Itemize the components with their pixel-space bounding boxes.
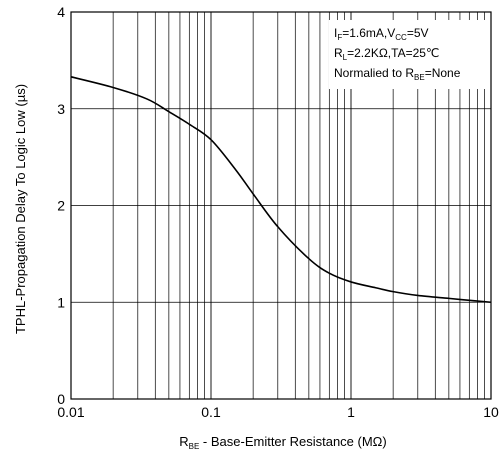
x-tick-label: 10 (483, 404, 499, 420)
y-tick-label: 3 (57, 101, 65, 117)
y-tick-label: 2 (57, 198, 65, 214)
y-tick-label: 4 (57, 4, 65, 20)
condition-line-1: IF=1.6mA,VCC=5V (334, 26, 429, 42)
legend-box: IF=1.6mA,VCC=5V RL=2.2KΩ,TA=25℃ Normalie… (329, 20, 487, 89)
x-tick-label: 0.1 (201, 404, 221, 420)
x-tick-label: 1 (347, 404, 355, 420)
series-line-group (70, 76, 492, 304)
x-tick-label: 0.01 (57, 404, 84, 420)
condition-line-3: Normalied to RBE=None (334, 66, 461, 82)
plot-frame (70, 11, 492, 400)
y-tick-label: 0 (57, 391, 65, 407)
tick-labels: 0.01 0.1 1 10 0 1 2 3 4 (57, 4, 499, 420)
condition-line-2: RL=2.2KΩ,TA=25℃ (334, 46, 439, 62)
x-axis-label: RBE - Base-Emitter Resistance (MΩ) (179, 434, 386, 451)
y-axis-label: TPHL-Propagation Delay To Logic Low (µs) (13, 84, 28, 334)
grid (71, 12, 491, 399)
y-tick-label: 1 (57, 294, 65, 310)
series-line (70, 76, 492, 304)
legend-background (329, 20, 487, 89)
